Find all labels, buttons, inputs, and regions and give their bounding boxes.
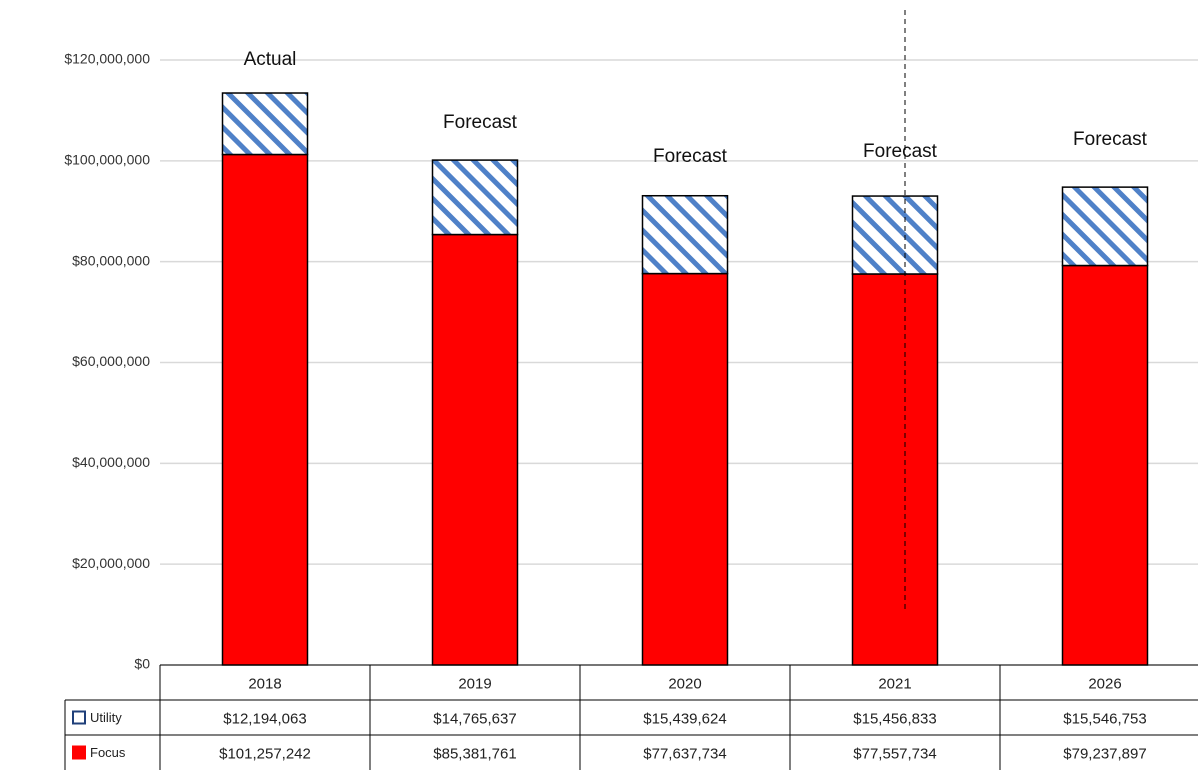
annotation: Actual xyxy=(244,49,297,70)
x-tick-label: 2026 xyxy=(1088,675,1121,692)
table-value: $101,257,242 xyxy=(219,745,311,762)
bar-segment xyxy=(1061,264,1149,666)
bar-segment xyxy=(851,273,939,666)
table-value: $77,557,734 xyxy=(853,745,936,762)
table-value: $12,194,063 xyxy=(223,710,306,727)
legend-label: Focus xyxy=(90,745,126,760)
annotation: Forecast xyxy=(863,141,938,162)
bar-segment xyxy=(221,153,309,666)
bar-segment xyxy=(641,272,729,666)
y-tick-label: $40,000,000 xyxy=(72,454,150,470)
table-value: $79,237,897 xyxy=(1063,745,1146,762)
bar-segment xyxy=(431,159,519,236)
y-tick-label: $0 xyxy=(134,656,150,672)
bar-segment xyxy=(221,92,309,156)
x-tick-label: 2021 xyxy=(878,675,911,692)
table-value: $15,439,624 xyxy=(643,710,726,727)
bars: Actual Forecast Forecast Forecast Forecast xyxy=(221,49,1149,666)
table-value: $77,637,734 xyxy=(643,745,726,762)
table-value: $15,546,753 xyxy=(1063,710,1146,727)
legend-key xyxy=(72,745,86,760)
y-tick-label: $120,000,000 xyxy=(64,51,150,67)
table-value: $85,381,761 xyxy=(433,745,516,762)
x-tick-label: 2020 xyxy=(668,675,701,692)
y-tick-label: $20,000,000 xyxy=(72,555,150,571)
x-tick-label: 2018 xyxy=(248,675,281,692)
annotation: Forecast xyxy=(1073,129,1148,150)
annotation: Forecast xyxy=(653,146,728,167)
annotation: Forecast xyxy=(443,112,518,133)
legend-key xyxy=(72,710,86,725)
y-tick-label: $100,000,000 xyxy=(64,152,150,168)
y-tick-label: $60,000,000 xyxy=(72,353,150,369)
table-value: $14,765,637 xyxy=(433,710,516,727)
legend-label: Utility xyxy=(90,710,122,725)
bar-segment xyxy=(1061,186,1149,267)
bar-segment xyxy=(851,195,939,275)
data-table: 2018 $12,194,063 $101,257,242 2019 $14,765,6… xyxy=(64,664,1198,770)
x-tick-label: 2019 xyxy=(458,675,491,692)
y-tick-label: $80,000,000 xyxy=(72,252,150,268)
bar-segment xyxy=(431,233,519,666)
table-value: $15,456,833 xyxy=(853,710,936,727)
bar-segment xyxy=(641,194,729,275)
